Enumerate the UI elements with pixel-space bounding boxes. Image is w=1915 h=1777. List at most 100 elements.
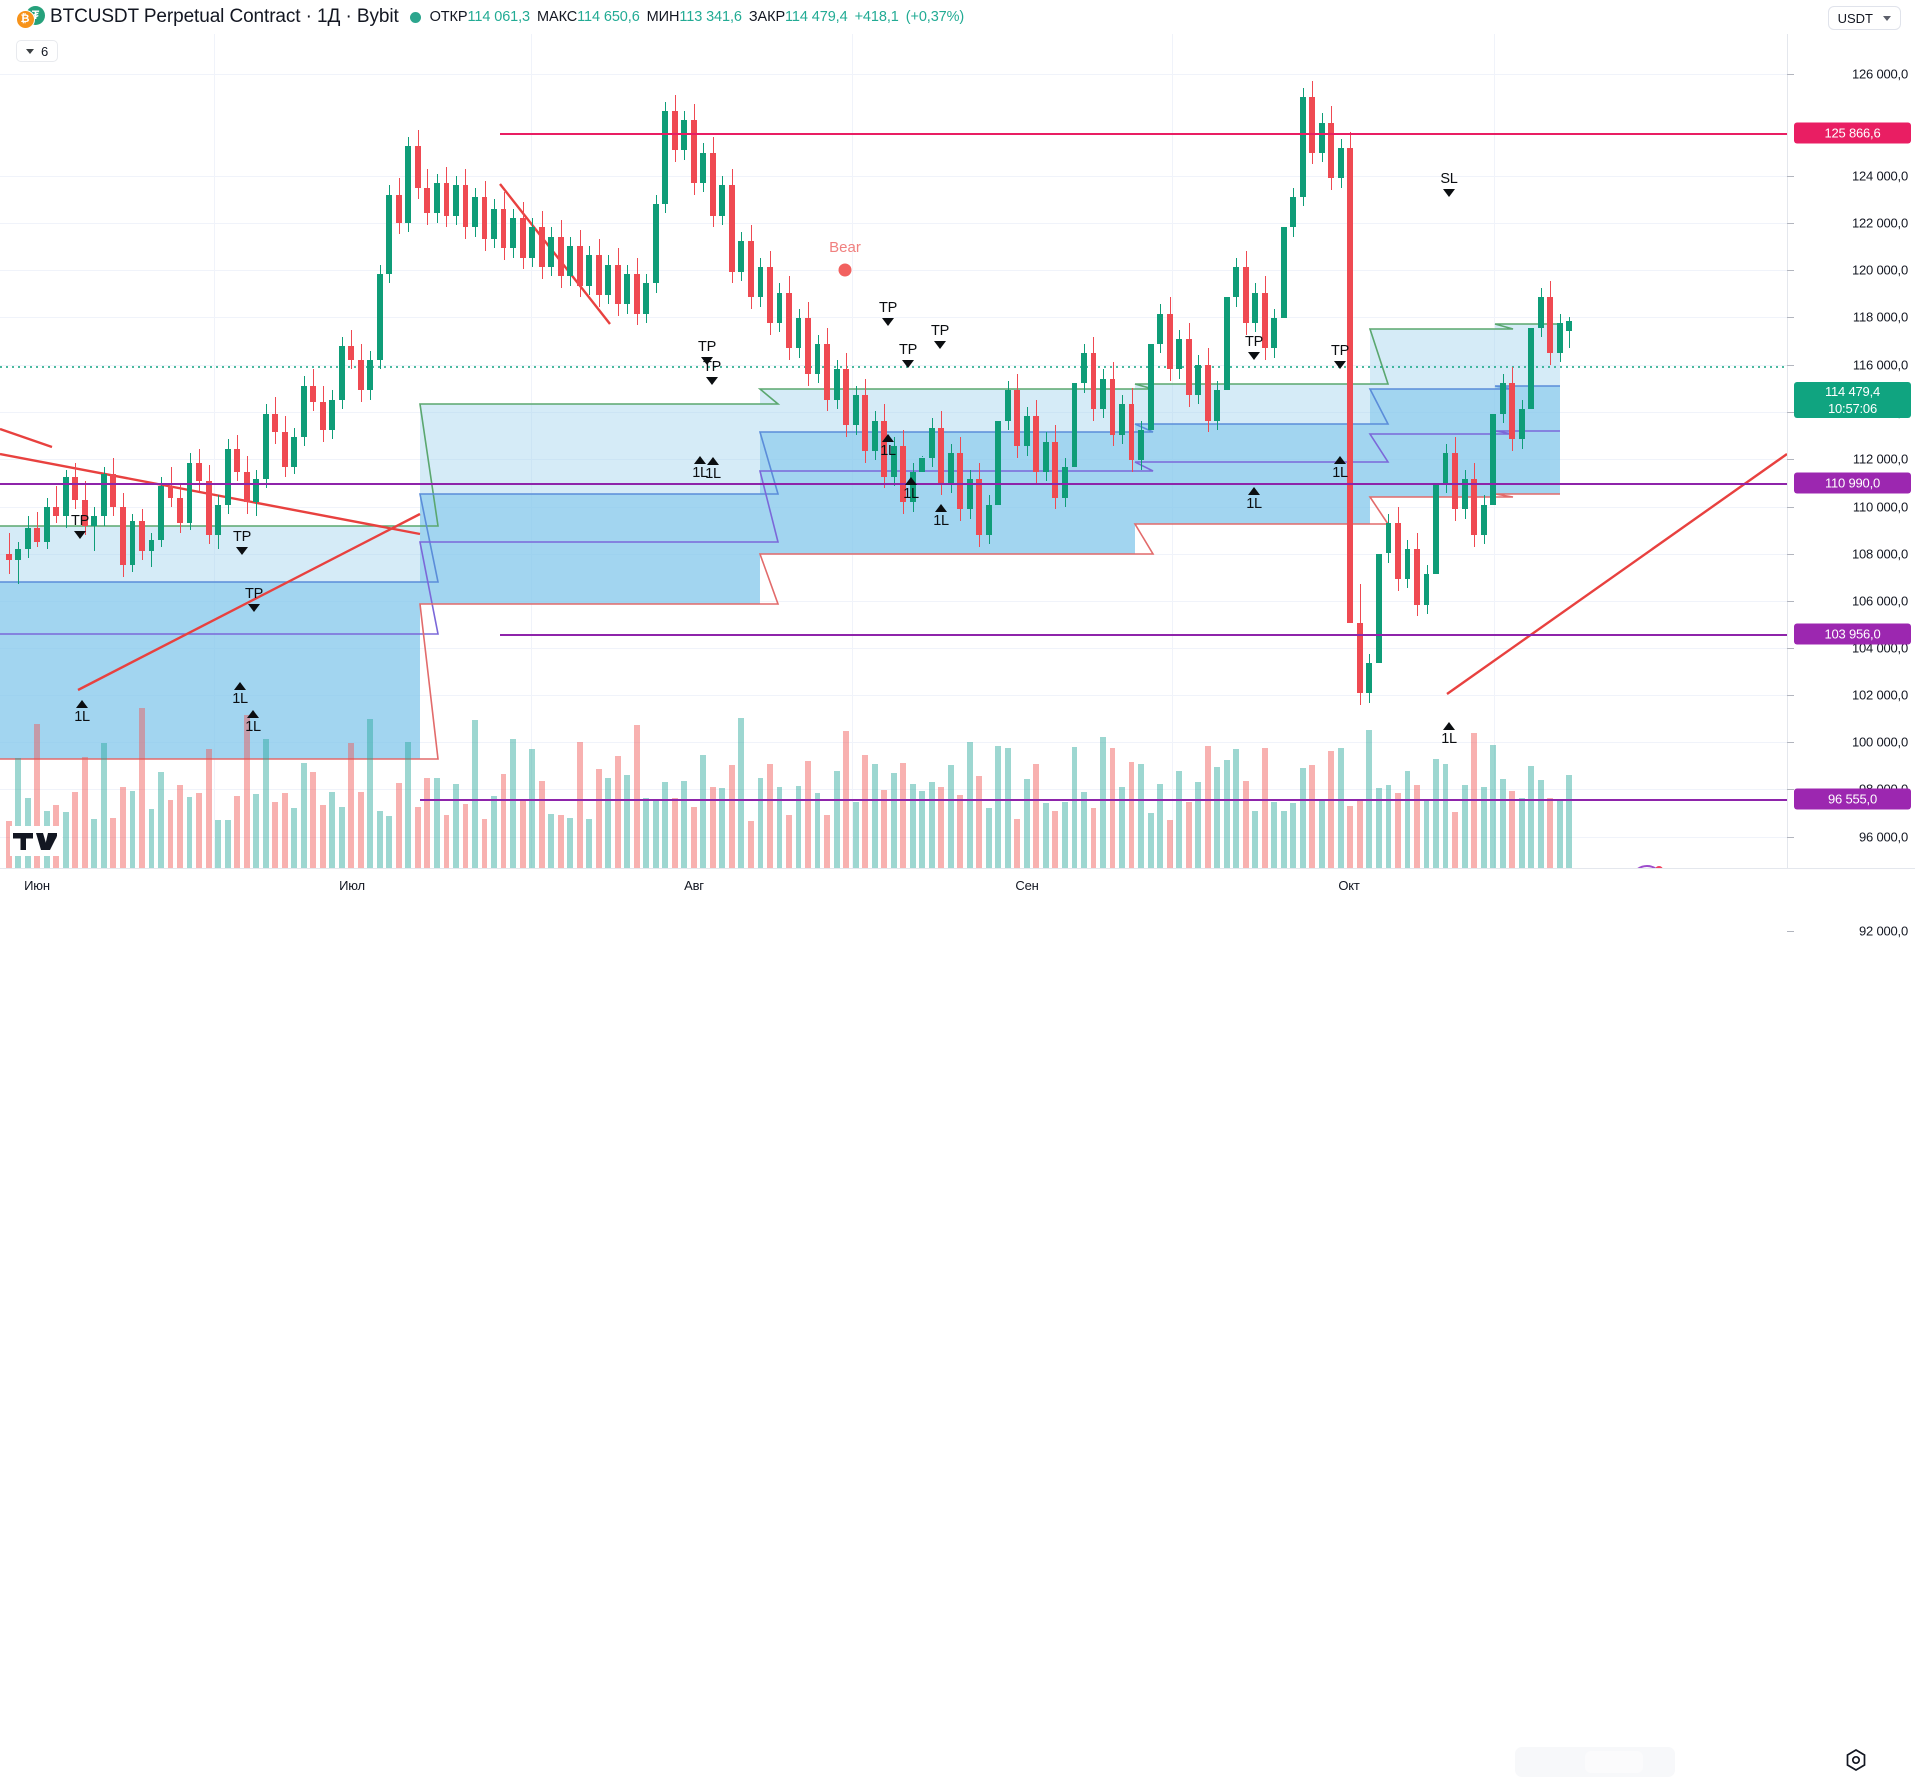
gear-icon[interactable] (1843, 1748, 1869, 1774)
candle-body (614, 264, 621, 305)
candle-body (624, 273, 631, 305)
candle-body (719, 185, 726, 216)
candle-body (1395, 523, 1401, 580)
volume-bar (529, 748, 536, 868)
volume-bar (1147, 813, 1154, 868)
high-label: МАКС (537, 9, 578, 25)
candle-body (1042, 441, 1049, 472)
price-tag-level[interactable]: 96 555,0 (1794, 788, 1911, 810)
volume-bar (776, 786, 783, 868)
candle-body (43, 506, 50, 542)
volume-bar (767, 764, 773, 868)
low-label: МИН (646, 9, 680, 25)
candle-body (757, 266, 764, 298)
candle-body (1014, 390, 1021, 447)
candle-body (1147, 343, 1154, 431)
volume-bar (538, 781, 545, 868)
candle-body (1109, 378, 1116, 435)
candle-body (62, 476, 69, 517)
down-trend-1[interactable] (0, 427, 53, 449)
bitcoin-icon: ₿ (16, 10, 35, 29)
marker-triangle-down-icon (701, 357, 713, 365)
volume-bar (367, 719, 374, 868)
volume-bar (1366, 729, 1373, 868)
symbol-title[interactable]: BTCUSDT Perpetual Contract · 1Д · Bybit (50, 6, 399, 27)
volume-bar (376, 811, 383, 868)
volume-bar (1004, 747, 1011, 868)
candle-wick (1569, 317, 1571, 348)
grid-line-vertical (214, 34, 215, 868)
candle-body (1433, 483, 1439, 575)
volume-bar (15, 758, 22, 868)
grid-line-horizontal (0, 223, 1787, 224)
price-tag-current[interactable]: 114 479,4 10:57:06 (1794, 382, 1911, 418)
candle-body (1366, 662, 1373, 694)
candle-body (909, 471, 916, 503)
marker-label-long: 1L (705, 466, 721, 482)
currency-selector[interactable]: USDT (1827, 6, 1901, 30)
grid-line-horizontal (0, 412, 1787, 413)
volume-bar (595, 769, 602, 868)
volume-bar (1271, 801, 1278, 868)
grid-line-horizontal (0, 742, 1787, 743)
price-tag-level[interactable]: 110 990,0 (1794, 472, 1911, 494)
price-axis[interactable]: 126 000,0 124 000,0 122 000,0 120 000,0 118 … (1787, 34, 1915, 939)
candle-body (72, 476, 79, 500)
level-103956[interactable] (500, 634, 1787, 636)
level-96555[interactable] (420, 799, 1787, 801)
price-tag-level[interactable]: 125 866,6 (1794, 122, 1911, 144)
candle-body (1518, 409, 1525, 440)
volume-bar (633, 725, 640, 868)
chart-pane[interactable]: TP 1L TP TP 1L 1L TP TP 1L 1L TP TP 1L 1L TP 1L TP 1L TP 1L… (0, 34, 1787, 868)
candle-body (1356, 623, 1363, 694)
volume-bar (624, 774, 631, 868)
price-axis-label: 92 000,0 (1858, 923, 1908, 939)
candle-body (1204, 364, 1211, 421)
volume-bar (1252, 811, 1259, 868)
price-axis-label: 124 000,0 (1851, 168, 1908, 184)
resistance-125866[interactable] (500, 133, 1787, 135)
price-axis-tick (1787, 695, 1794, 696)
level-110990[interactable] (0, 483, 1787, 485)
change-percent: (+0,37%) (905, 9, 965, 25)
volume-bar (1119, 786, 1125, 868)
marker-triangle-up-icon (1248, 487, 1260, 495)
time-axis[interactable]: Июн Июл Авг Сен Окт (0, 868, 1915, 1777)
volume-bar (1052, 811, 1059, 868)
candle-body (1061, 467, 1068, 498)
candle-body (690, 120, 697, 184)
marker-label-tp: TP (899, 342, 917, 358)
candle-body (1195, 364, 1202, 396)
price-tag-level[interactable]: 103 956,0 (1794, 623, 1911, 645)
marker-triangle-up-icon (905, 477, 917, 485)
volume-bar (1261, 747, 1268, 868)
volume-bar (1385, 785, 1392, 868)
indicator-legend-collapsed[interactable]: 6 (16, 40, 59, 62)
candle-body (947, 453, 954, 484)
price-axis-tick (1787, 74, 1794, 75)
candle-body (652, 204, 659, 284)
up-trend-1[interactable] (77, 512, 421, 692)
volume-bar (291, 807, 298, 868)
candle-body (196, 462, 202, 482)
candle-body (205, 481, 212, 535)
volume-bar (1023, 778, 1030, 868)
time-range-selected[interactable] (1585, 1751, 1643, 1773)
volume-bar (1233, 748, 1240, 868)
candle-body (643, 283, 650, 314)
down-trend-3[interactable] (499, 183, 611, 325)
candle-body (1052, 441, 1059, 498)
up-trend-2[interactable] (1446, 453, 1787, 695)
price-axis-tick (1787, 270, 1794, 271)
candle-body (538, 227, 545, 267)
candle-body (595, 255, 602, 295)
candle-body (129, 520, 136, 566)
volume-bar (1100, 737, 1106, 868)
symbol-logo: ₮ ₿ (14, 5, 48, 29)
change-value: +418,1 (854, 9, 899, 25)
candle-body (890, 446, 897, 477)
candle-body (500, 208, 507, 249)
volume-bar (215, 820, 222, 868)
chart-header: ₮ ₿ BTCUSDT Perpetual Contract · 1Д · By… (0, 0, 1915, 34)
volume-bar (833, 771, 840, 868)
